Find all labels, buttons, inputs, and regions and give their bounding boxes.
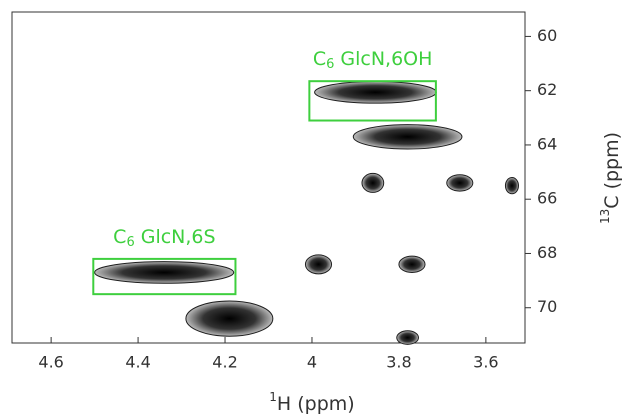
peak <box>446 174 474 192</box>
x-tick-label: 4.6 <box>38 353 63 372</box>
annotation-base: C <box>113 225 126 247</box>
x-tick-label: 4.4 <box>125 353 150 372</box>
y-tick-label: 68 <box>537 243 557 262</box>
y-axis-label: 13C (ppm) <box>598 132 623 224</box>
x-axis-label: 1H (ppm) <box>269 390 354 415</box>
peak <box>398 255 426 273</box>
x-label-sup: 1 <box>269 390 277 404</box>
annotation-sub: 6 <box>326 57 334 72</box>
x-tick-label: 3.8 <box>386 353 411 372</box>
annotation-text: GlcN,6S <box>141 225 216 247</box>
y-tick-label: 62 <box>537 80 557 99</box>
peak <box>94 261 235 284</box>
peak <box>185 300 274 337</box>
annotation-box <box>92 257 237 296</box>
peak <box>352 124 463 150</box>
annotation-box <box>308 80 437 122</box>
y-tick-label: 66 <box>537 189 557 208</box>
annotation-text: GlcN,6OH <box>340 48 432 70</box>
annotation-base: C <box>313 48 326 70</box>
y-tick-label: 70 <box>537 297 557 316</box>
x-label-text: H (ppm) <box>277 393 355 415</box>
y-label-sup: 13 <box>598 209 612 224</box>
y-tick-label: 60 <box>537 26 557 45</box>
annotation-label: C6 GlcN,6S <box>113 225 215 249</box>
y-tick-label: 64 <box>537 134 557 153</box>
peak <box>361 172 385 193</box>
peak <box>314 80 437 104</box>
y-label-text: C (ppm) <box>601 132 623 209</box>
peak <box>396 330 419 345</box>
x-tick-label: 4.2 <box>212 353 237 372</box>
peak <box>304 254 333 275</box>
peak <box>504 177 519 195</box>
annotation-sub: 6 <box>126 234 134 249</box>
annotation-label: C6 GlcN,6OH <box>313 48 433 72</box>
x-tick-label: 3.6 <box>473 353 498 372</box>
x-tick-label: 4 <box>307 353 317 372</box>
plot-frame <box>11 11 526 344</box>
